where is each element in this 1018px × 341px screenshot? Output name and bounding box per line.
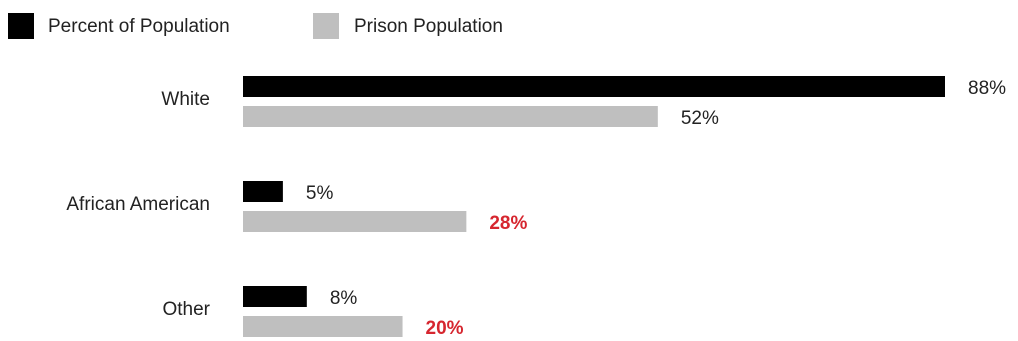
bar-prison-population-other: [243, 316, 403, 337]
plot-area: White 88% 52% African American 5% 28% Other 8% 2…: [66, 76, 1006, 339]
bar-percent-of-population-white: [243, 76, 945, 97]
bar-percent-of-population-other: [243, 286, 307, 307]
data-label-prison-population-african-american: 28%: [489, 213, 527, 234]
legend-swatch-percent-of-population: [8, 13, 34, 39]
data-label-prison-population-white: 52%: [681, 108, 719, 129]
legend: Percent of Population Prison Population: [8, 13, 503, 39]
data-label-prison-population-other: 20%: [426, 318, 464, 339]
bar-prison-population-white: [243, 106, 658, 127]
bar-percent-of-population-african-american: [243, 181, 283, 202]
data-label-percent-of-population-other: 8%: [330, 288, 358, 309]
legend-swatch-prison-population: [313, 13, 339, 39]
category-label-african-american: African American: [66, 194, 210, 215]
legend-label-percent-of-population: Percent of Population: [48, 16, 230, 37]
category-label-white: White: [161, 89, 210, 110]
legend-label-prison-population: Prison Population: [354, 16, 503, 37]
data-label-percent-of-population-white: 88%: [968, 78, 1006, 99]
category-label-other: Other: [162, 299, 210, 320]
bar-prison-population-african-american: [243, 211, 467, 232]
data-label-percent-of-population-african-american: 5%: [306, 183, 334, 204]
